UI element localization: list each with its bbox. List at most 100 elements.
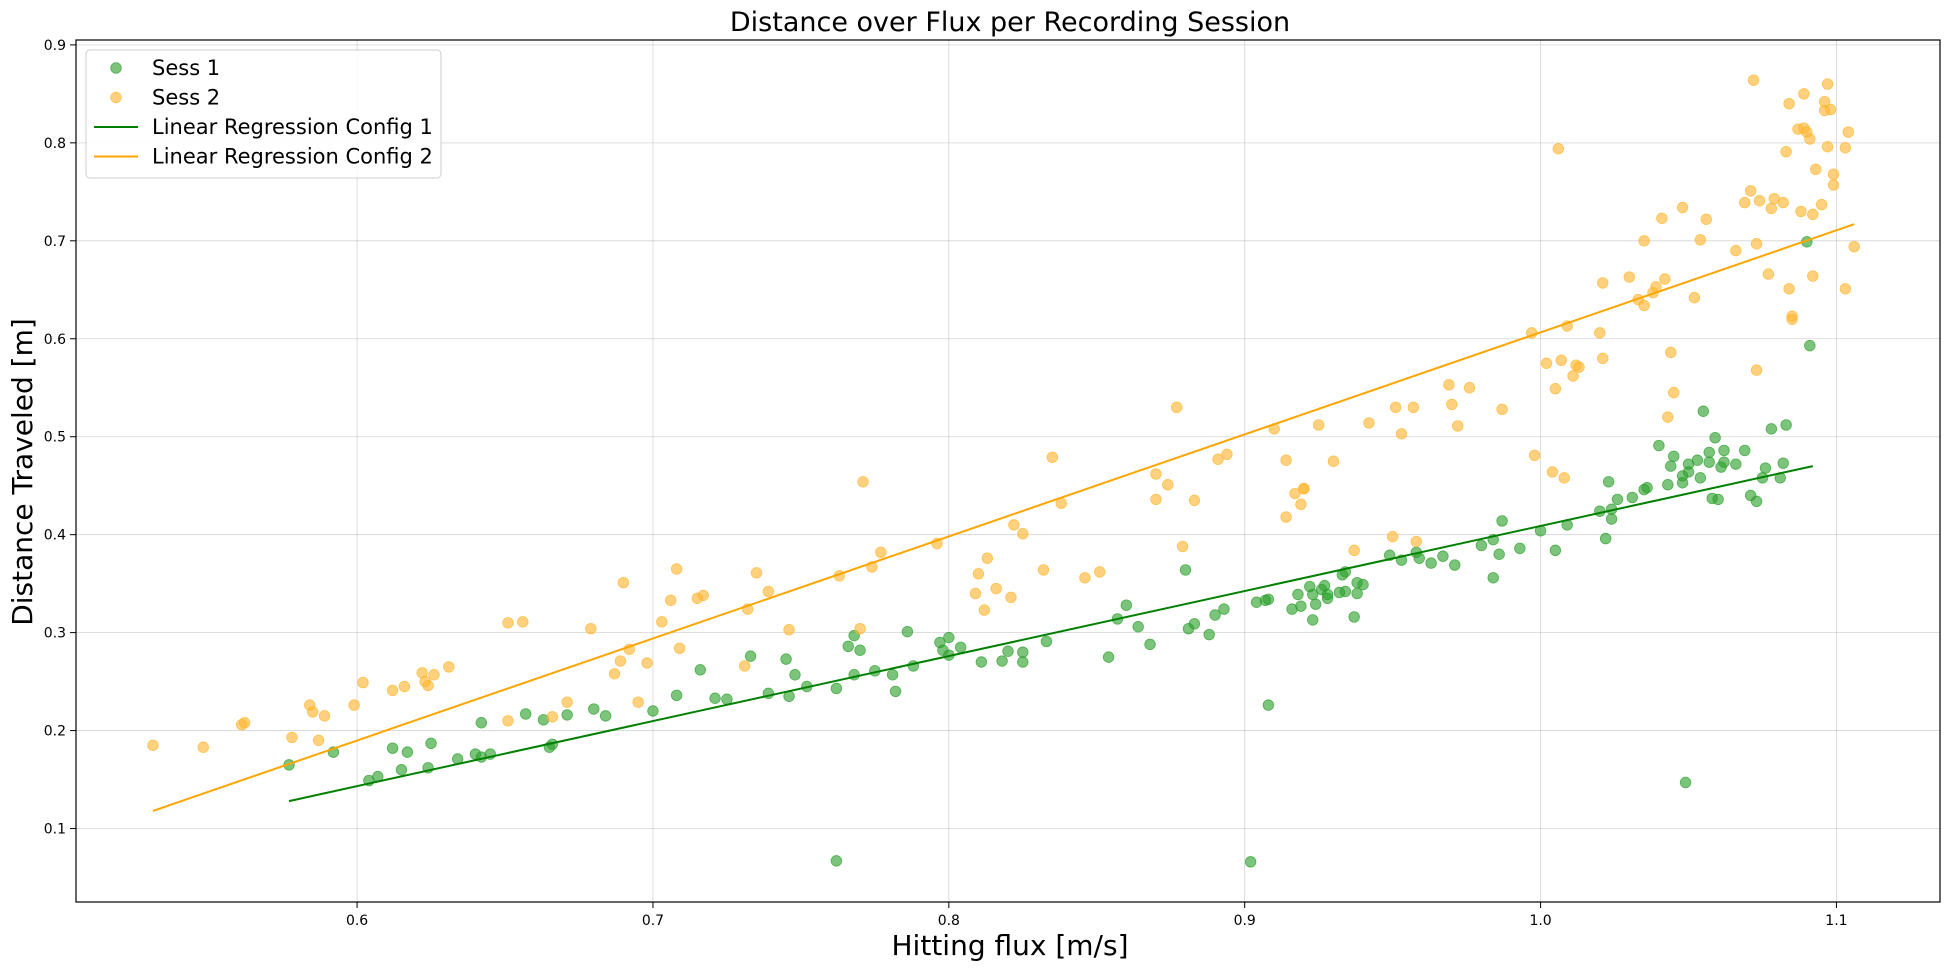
data-point: [1037, 564, 1050, 576]
data-point: [1747, 74, 1760, 86]
plot-marks: [147, 74, 1860, 868]
x-tick-label: 0.6: [346, 913, 368, 929]
data-point: [1821, 78, 1834, 90]
data-point: [665, 594, 677, 607]
data-point: [1413, 552, 1425, 564]
data-point: [1697, 405, 1710, 417]
data-point: [1289, 487, 1301, 500]
data-point: [422, 679, 434, 692]
data-point: [1750, 495, 1763, 508]
data-point: [1780, 419, 1792, 431]
data-point: [1280, 454, 1292, 466]
data-point: [857, 476, 869, 488]
data-point: [1443, 379, 1455, 391]
data-point: [744, 650, 757, 662]
data-point: [318, 710, 331, 722]
data-point: [975, 656, 988, 668]
data-point: [1827, 168, 1840, 180]
data-point: [1783, 283, 1795, 295]
data-point: [901, 625, 914, 638]
legend-marker: [110, 91, 122, 104]
data-point: [1357, 578, 1369, 591]
data-point: [1386, 530, 1399, 543]
data-point: [1659, 273, 1671, 285]
data-point: [1162, 479, 1174, 491]
chart-title: Distance over Flux per Recording Session: [730, 7, 1290, 38]
data-point: [1475, 539, 1488, 552]
x-tick-label: 1.1: [1825, 913, 1847, 929]
data-point: [875, 546, 887, 559]
data-point: [670, 689, 683, 702]
data-point: [398, 680, 411, 693]
data-point: [969, 587, 982, 600]
data-point: [1312, 419, 1325, 431]
data-point: [1842, 126, 1854, 138]
data-point: [1783, 97, 1795, 110]
data-point: [954, 641, 967, 654]
data-point: [1597, 352, 1609, 365]
data-point: [425, 737, 437, 750]
data-point: [1558, 472, 1570, 484]
x-tick-label: 0.9: [1234, 913, 1256, 929]
data-point: [1549, 383, 1562, 395]
data-point: [1762, 268, 1775, 280]
data-point: [1244, 856, 1257, 868]
data-point: [978, 604, 991, 616]
data-point: [475, 717, 488, 729]
data-point: [286, 731, 298, 744]
data-point: [1262, 699, 1275, 711]
data-point: [561, 709, 573, 721]
data-point: [1777, 196, 1789, 209]
data-point: [1753, 194, 1766, 207]
data-point: [854, 623, 866, 635]
legend-label: Sess 1: [152, 56, 220, 80]
data-point: [1750, 364, 1763, 376]
data-point: [1280, 511, 1292, 523]
regression-line-1: [288, 465, 1814, 803]
data-point: [1594, 327, 1606, 339]
data-point: [1549, 544, 1562, 557]
data-point: [1150, 468, 1162, 480]
data-point: [1040, 635, 1053, 648]
data-point: [1295, 600, 1307, 612]
data-point: [599, 710, 612, 722]
legend: Sess 1 Sess 2 Linear Regression Config 1 Li…: [85, 49, 442, 179]
data-point: [1094, 566, 1106, 578]
data-point: [1221, 448, 1233, 461]
data-point: [1739, 444, 1751, 457]
data-point: [842, 640, 854, 653]
data-point: [1730, 244, 1742, 257]
data-point: [1765, 423, 1778, 435]
data-point: [1750, 238, 1763, 250]
data-point: [1839, 142, 1852, 154]
data-point: [1327, 455, 1340, 467]
data-point: [546, 711, 559, 723]
data-point: [1487, 572, 1499, 584]
data-point: [617, 576, 630, 589]
data-point: [1008, 519, 1020, 531]
data-point: [1446, 398, 1458, 411]
data-point: [1602, 476, 1615, 488]
data-point: [1703, 456, 1715, 468]
x-axis-label: Hitting flux [m/s]: [892, 929, 1129, 962]
data-point: [1703, 446, 1715, 459]
data-point: [1017, 656, 1029, 668]
data-point: [1425, 557, 1437, 569]
data-point: [1665, 460, 1677, 472]
data-point: [697, 589, 709, 602]
data-point: [981, 552, 993, 564]
data-point: [721, 693, 733, 705]
data-point: [738, 660, 751, 672]
data-point: [1662, 411, 1674, 423]
data-point: [1218, 603, 1230, 615]
data-point: [1597, 277, 1609, 289]
data-point: [641, 657, 653, 669]
data-point: [1555, 354, 1567, 367]
legend-marker: [110, 62, 122, 74]
data-point: [886, 669, 899, 681]
data-point: [306, 706, 319, 718]
data-point: [386, 684, 399, 697]
data-point: [386, 742, 399, 754]
data-point: [238, 717, 251, 729]
data-point: [1298, 482, 1310, 495]
